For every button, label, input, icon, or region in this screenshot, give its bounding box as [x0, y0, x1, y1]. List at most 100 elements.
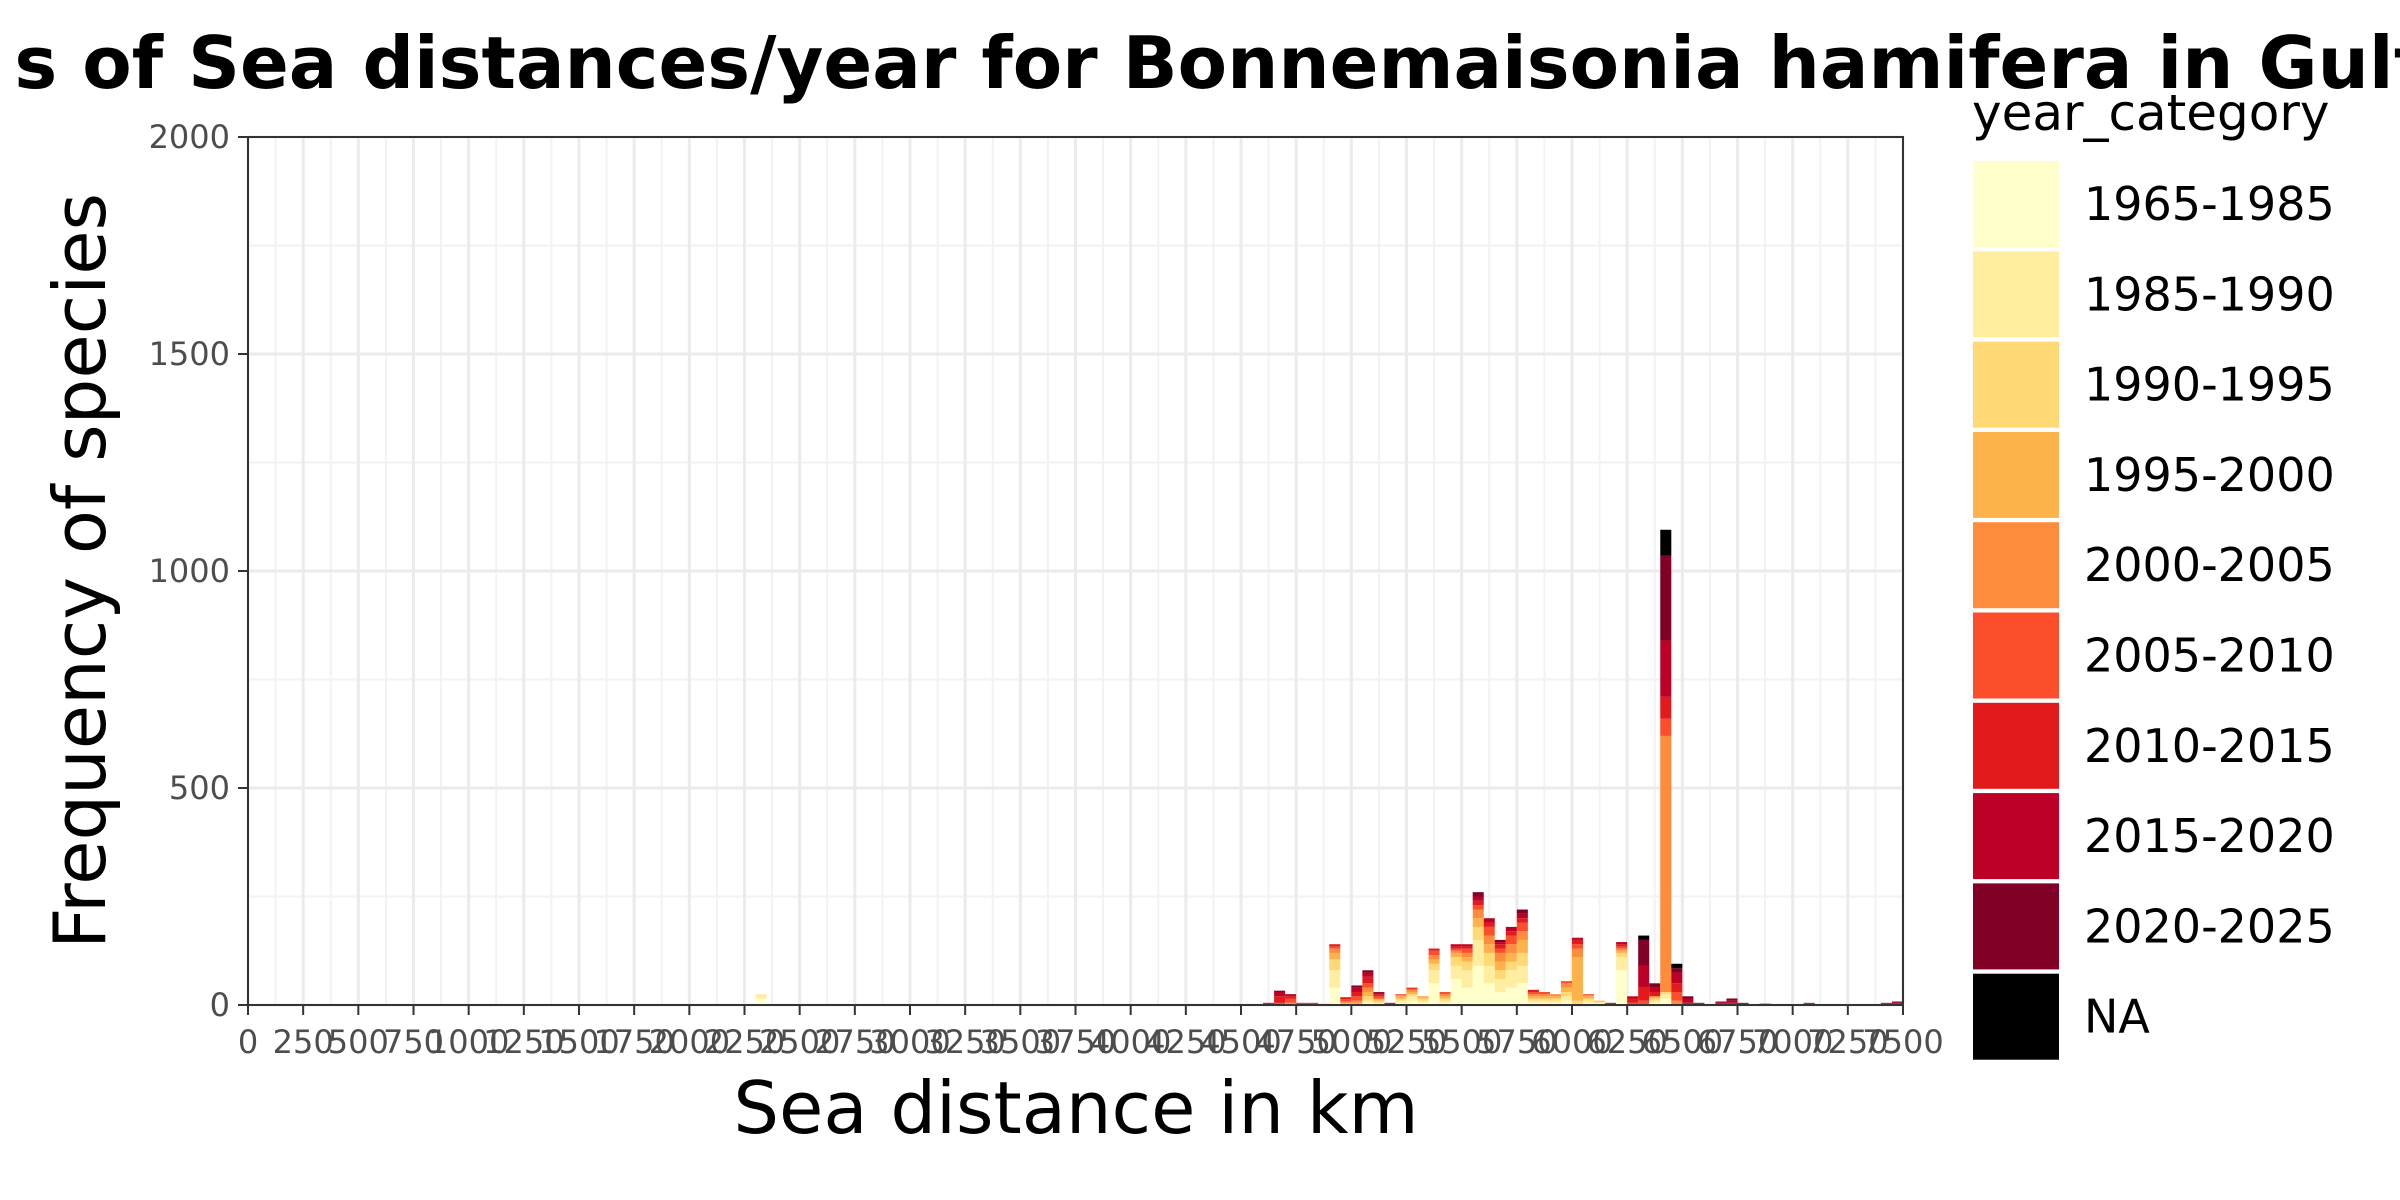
bar-segment — [1516, 918, 1528, 923]
bar-segment — [1505, 970, 1517, 988]
bar-segment — [1583, 995, 1595, 997]
bar-segment — [1494, 939, 1506, 943]
bar-segment — [1516, 931, 1528, 940]
legend: year_category 1965-1985 1985-1990 1990-199… — [1972, 84, 2335, 1060]
bar-segment — [1274, 996, 1286, 1003]
bar-segment — [1406, 1000, 1418, 1005]
bar-segment — [1516, 939, 1528, 953]
bar-segment — [1516, 922, 1528, 932]
bar-segment — [1362, 976, 1374, 984]
bar-segment — [1461, 970, 1473, 988]
legend-label: 1985-1990 — [2084, 267, 2335, 321]
bar-segment — [1660, 735, 1672, 992]
bar-segment — [1726, 1002, 1738, 1005]
x-tick-label: 750 — [383, 1023, 444, 1061]
bar-segment — [1649, 1002, 1661, 1005]
bar-segment — [1362, 987, 1374, 992]
bar-segment — [1527, 998, 1539, 1001]
bar-segment — [1362, 991, 1374, 997]
bar-segment — [1472, 939, 1484, 966]
bar-segment — [1461, 952, 1473, 958]
bar-segment — [1373, 992, 1385, 995]
bar-segment — [1494, 978, 1506, 992]
bar-segment — [1362, 996, 1374, 1001]
bar-segment — [1428, 948, 1440, 951]
bar-segment — [1318, 1002, 1330, 1005]
bar-segment — [1660, 998, 1672, 1005]
bar-segment — [1538, 994, 1550, 997]
bar-segment — [1671, 972, 1683, 984]
bar-segment — [1516, 909, 1528, 914]
bar-segment — [1516, 952, 1528, 966]
bar-segment — [1627, 1002, 1639, 1005]
bar-segment — [1572, 957, 1584, 1001]
bar-segment — [1274, 1002, 1286, 1005]
x-tick-label: 500 — [328, 1023, 389, 1061]
x-tick-label: 3500 — [980, 1023, 1061, 1061]
bar-segment — [1428, 970, 1440, 984]
bar-segment — [1583, 998, 1595, 1001]
bar-segment — [1494, 991, 1506, 1005]
bar-segment — [1406, 989, 1418, 992]
bar-segment — [1527, 1000, 1539, 1003]
bar-segment — [1472, 892, 1484, 897]
bar-segment — [1472, 926, 1484, 940]
bar-segment — [1616, 948, 1628, 951]
legend-key — [1973, 702, 2059, 789]
bar-segment — [1428, 955, 1440, 960]
bar-segment — [1505, 935, 1517, 945]
bar-segment — [1638, 987, 1650, 1001]
x-tick-label: 5500 — [1421, 1023, 1502, 1061]
x-tick-label: 3000 — [869, 1023, 950, 1061]
axis-ticks — [238, 136, 1904, 1015]
x-tick-label: 6500 — [1642, 1023, 1723, 1061]
bar-segment — [1660, 718, 1672, 736]
legend-label: 1965-1985 — [2084, 177, 2335, 231]
bar-segment — [1417, 996, 1429, 998]
bar-segment — [1450, 952, 1462, 958]
bar-segment — [1560, 987, 1572, 992]
bar-segment — [1439, 1000, 1451, 1003]
bar-segment — [1483, 922, 1495, 927]
bar-segment — [1682, 996, 1694, 999]
bar-segment — [1406, 987, 1418, 989]
bar-segment — [1505, 952, 1517, 962]
bar-segment — [1649, 1000, 1661, 1003]
bar-segment — [1351, 991, 1363, 997]
bar-segment — [1428, 950, 1440, 956]
bar-segment — [1483, 926, 1495, 936]
x-tick-label: 1000 — [428, 1023, 509, 1061]
bar-segment — [1472, 918, 1484, 927]
bar-segment — [1483, 952, 1495, 966]
bar-segment — [1560, 1000, 1572, 1005]
bar-segment — [1472, 900, 1484, 906]
bar-segment — [1505, 944, 1517, 953]
bar-segment — [1439, 998, 1451, 1001]
x-tick-labels: 0 250500750100012501500175020002250250027… — [238, 1023, 1944, 1061]
x-tick-label: 250 — [273, 1023, 334, 1061]
y-tick-label: 500 — [169, 769, 230, 807]
bar-segment — [1483, 983, 1495, 1005]
bar-segment — [1428, 963, 1440, 971]
bar-segment — [1660, 640, 1672, 697]
x-tick-label: 2500 — [759, 1023, 840, 1061]
bar-segment — [1616, 950, 1628, 953]
bar-segment — [1638, 939, 1650, 966]
bar-segment — [1505, 987, 1517, 1005]
bar-segment — [1362, 970, 1374, 973]
bar-segment — [1351, 987, 1363, 992]
bar-segment — [1406, 991, 1418, 995]
bar-segment — [1671, 991, 1683, 1001]
bar-segment — [1494, 942, 1506, 945]
y-tick-label: 2000 — [149, 118, 230, 156]
bar-segment — [1395, 996, 1407, 999]
bar-segment — [1538, 1000, 1550, 1003]
bar-segment — [1285, 998, 1297, 1003]
bar-segment — [1616, 942, 1628, 945]
x-tick-label: 4750 — [1255, 1023, 1336, 1061]
bar-segment — [1274, 990, 1286, 992]
bar-segment — [1307, 1002, 1319, 1004]
bar-segment — [1373, 1000, 1385, 1003]
bar-segment — [1329, 952, 1341, 960]
bar-segment — [1428, 959, 1440, 964]
